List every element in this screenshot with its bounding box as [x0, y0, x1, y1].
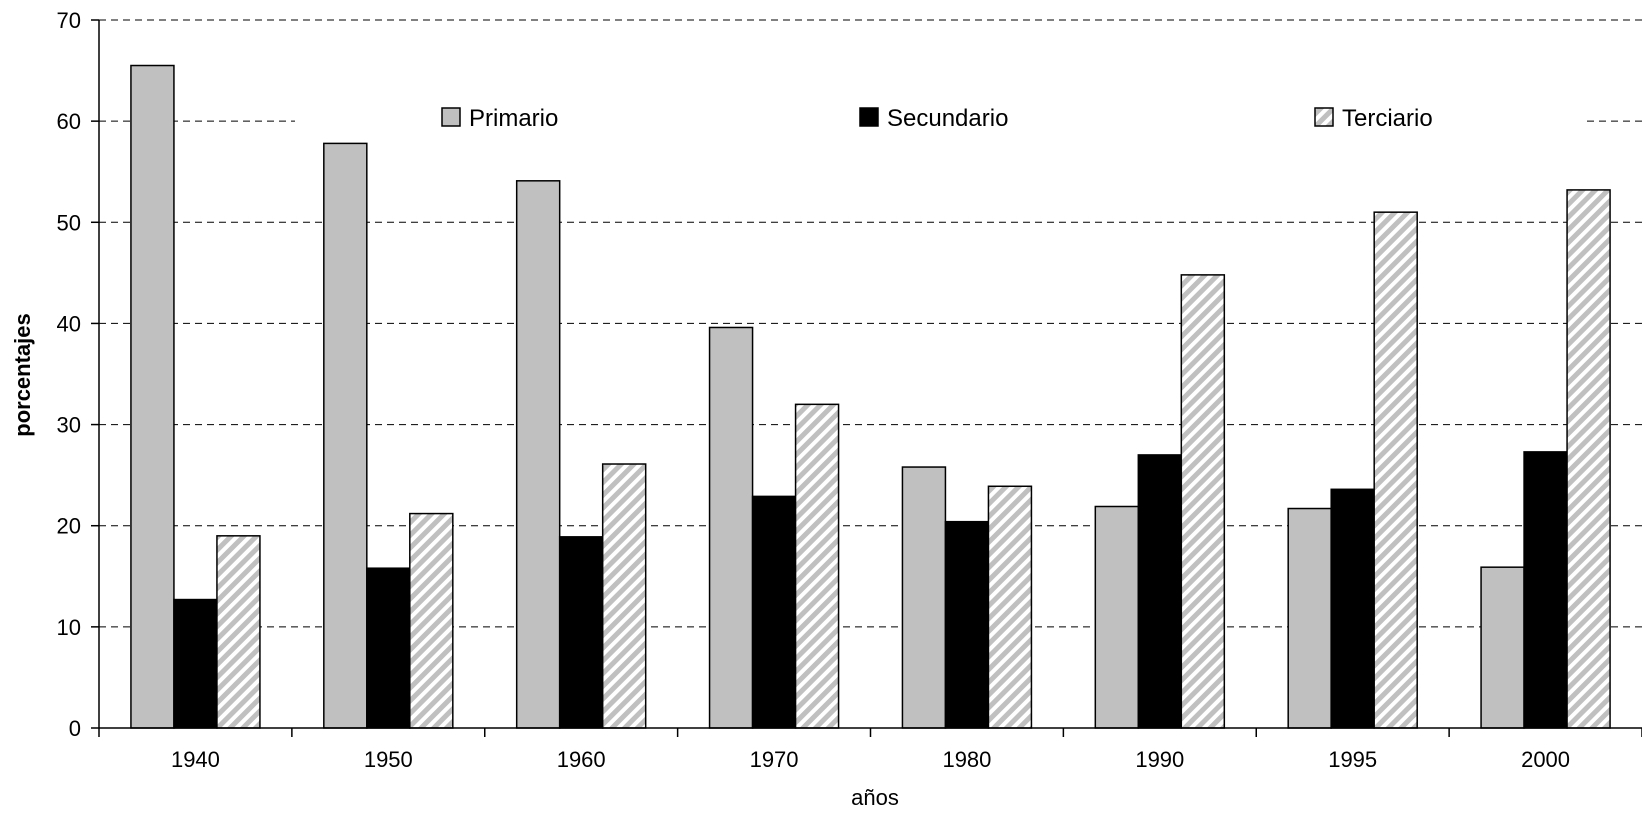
bar-secundario-1980 — [944, 520, 990, 729]
bars — [130, 64, 1611, 729]
x-tick-label: 1940 — [171, 747, 220, 772]
legend-swatch-terciario — [1314, 107, 1334, 127]
bar-terciario-1940 — [216, 535, 261, 729]
y-tick-label: 30 — [57, 413, 81, 438]
bar-terciario-1960 — [601, 463, 647, 729]
bar-secundario-1960 — [558, 536, 604, 729]
y-axis-title: porcentajes — [10, 313, 35, 437]
bar-primario-1960 — [515, 180, 561, 729]
x-tick-label: 1990 — [1135, 747, 1184, 772]
legend-label-primario: Primario — [469, 105, 558, 132]
y-tick-label: 20 — [57, 514, 81, 539]
x-tick-label: 1970 — [750, 747, 799, 772]
bar-secundario-1995 — [1330, 488, 1375, 729]
y-tick-label: 0 — [69, 716, 81, 741]
bar-terciario-2000 — [1566, 189, 1611, 729]
bar-primario-1970 — [708, 326, 754, 729]
bar-secundario-1940 — [173, 598, 218, 729]
bar-terciario-1990 — [1180, 274, 1226, 729]
bar-secundario-1950 — [366, 567, 411, 729]
y-tick-label: 40 — [57, 311, 81, 336]
legend-background — [295, 93, 1585, 143]
bar-secundario-2000 — [1523, 451, 1568, 729]
bar-terciario-1995 — [1373, 211, 1418, 729]
bar-terciario-1970 — [794, 403, 840, 729]
legend-label-secundario: Secundario — [887, 105, 1008, 132]
bar-primario-1950 — [323, 142, 368, 729]
y-tick-label: 50 — [57, 210, 81, 235]
x-tick-label: 1980 — [942, 747, 991, 772]
bar-terciario-1980 — [987, 485, 1033, 729]
bar-primario-1940 — [130, 64, 175, 729]
legend-swatch-primario — [441, 107, 461, 127]
bar-primario-1990 — [1094, 505, 1140, 729]
axes: 0 10 20 30 40 50 60 70 1940 1950 1960 1970 1980 1990 1… — [57, 8, 1642, 772]
bar-primario-1980 — [901, 466, 947, 729]
y-tick-label: 60 — [57, 109, 81, 134]
legend-swatch-secundario — [859, 107, 879, 127]
bar-secundario-1990 — [1137, 454, 1183, 729]
legend-label-terciario: Terciario — [1342, 105, 1433, 132]
y-tick-label: 70 — [57, 8, 81, 33]
x-tick-label: 1960 — [557, 747, 606, 772]
x-tick-label: 2000 — [1521, 747, 1570, 772]
x-tick-label: 1950 — [364, 747, 413, 772]
x-axis-title: años — [851, 785, 899, 810]
bar-terciario-1950 — [409, 512, 454, 729]
bar-primario-2000 — [1480, 566, 1525, 729]
bar-secundario-1970 — [751, 495, 797, 729]
x-tick-label: 1995 — [1328, 747, 1377, 772]
bar-primario-1995 — [1287, 507, 1332, 729]
legend: Primario Secundario Terciario — [295, 93, 1585, 143]
y-tick-label: 10 — [57, 615, 81, 640]
